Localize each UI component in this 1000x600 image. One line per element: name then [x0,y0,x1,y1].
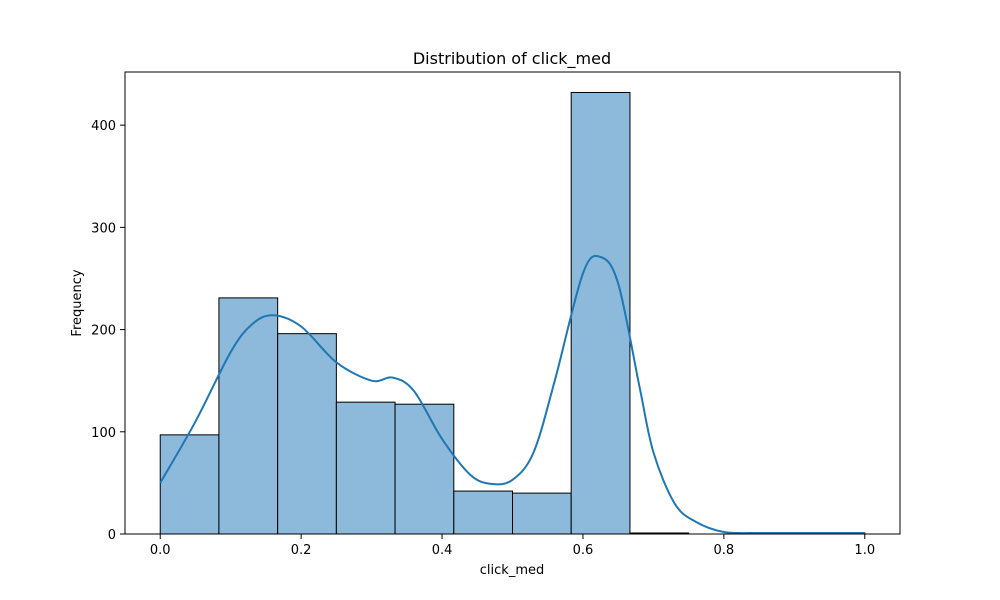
histogram-bar-3 [335,401,396,535]
x-tick-label: 0.8 [714,543,735,558]
histogram-bar-7 [570,91,631,535]
x-tick-label: 1.0 [854,543,875,558]
chart-title: Distribution of click_med [413,49,611,69]
histogram-bar-1 [218,297,279,535]
kde-curve [159,254,865,535]
x-axis-ticks: 0.0 0.2 0.4 0.6 0.8 1.0 [150,534,875,558]
y-tick-label: 400 [91,119,116,134]
plot-frame [124,71,901,535]
histogram-bar-5 [453,490,514,535]
histogram-bar-2 [277,333,337,535]
y-axis-label: Frequency [70,269,85,336]
histogram-bar-4 [394,403,455,535]
histogram-bars [159,91,866,535]
y-tick-label: 200 [91,324,116,339]
histogram-bar-6 [512,492,572,535]
y-tick-label: 300 [91,221,116,236]
y-tick-label: 0 [108,528,116,543]
y-tick-label: 100 [91,426,116,441]
x-tick-label: 0.4 [432,543,453,558]
histogram-bar-0 [159,434,220,535]
x-axis-label: click_med [480,563,544,578]
x-tick-label: 0.0 [150,543,171,558]
x-tick-label: 0.2 [291,543,312,558]
x-tick-label: 0.6 [573,543,594,558]
y-axis-ticks: 0 100 200 300 400 [91,119,125,543]
